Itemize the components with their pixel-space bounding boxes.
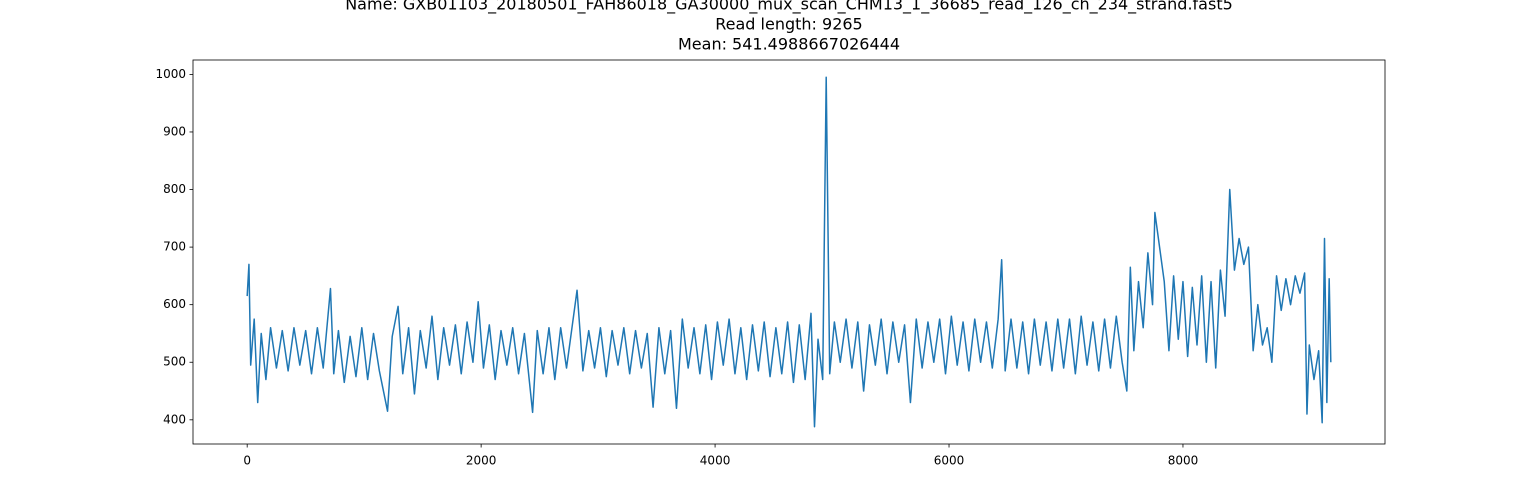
y-tick-label: 400 xyxy=(163,412,186,426)
signal-line xyxy=(246,76,1332,428)
y-tick-label: 700 xyxy=(163,240,186,254)
chart-title: Name: GXB01103_20180501_FAH86018_GA30000… xyxy=(345,0,1233,15)
y-tick-label: 500 xyxy=(163,355,186,369)
chart-title: Mean: 541.4988667026444 xyxy=(678,35,900,54)
y-tick-label: 1000 xyxy=(155,67,186,81)
y-tick-label: 900 xyxy=(163,124,186,138)
plot-frame xyxy=(192,59,1386,445)
x-tick-label: 6000 xyxy=(934,454,965,468)
x-tick-label: 4000 xyxy=(700,454,731,468)
x-tick-label: 8000 xyxy=(1168,454,1199,468)
y-tick-label: 800 xyxy=(163,182,186,196)
chart-title: Read length: 9265 xyxy=(715,15,862,34)
x-tick-label: 2000 xyxy=(466,454,497,468)
x-tick-label: 0 xyxy=(243,454,251,468)
y-tick-label: 600 xyxy=(163,297,186,311)
